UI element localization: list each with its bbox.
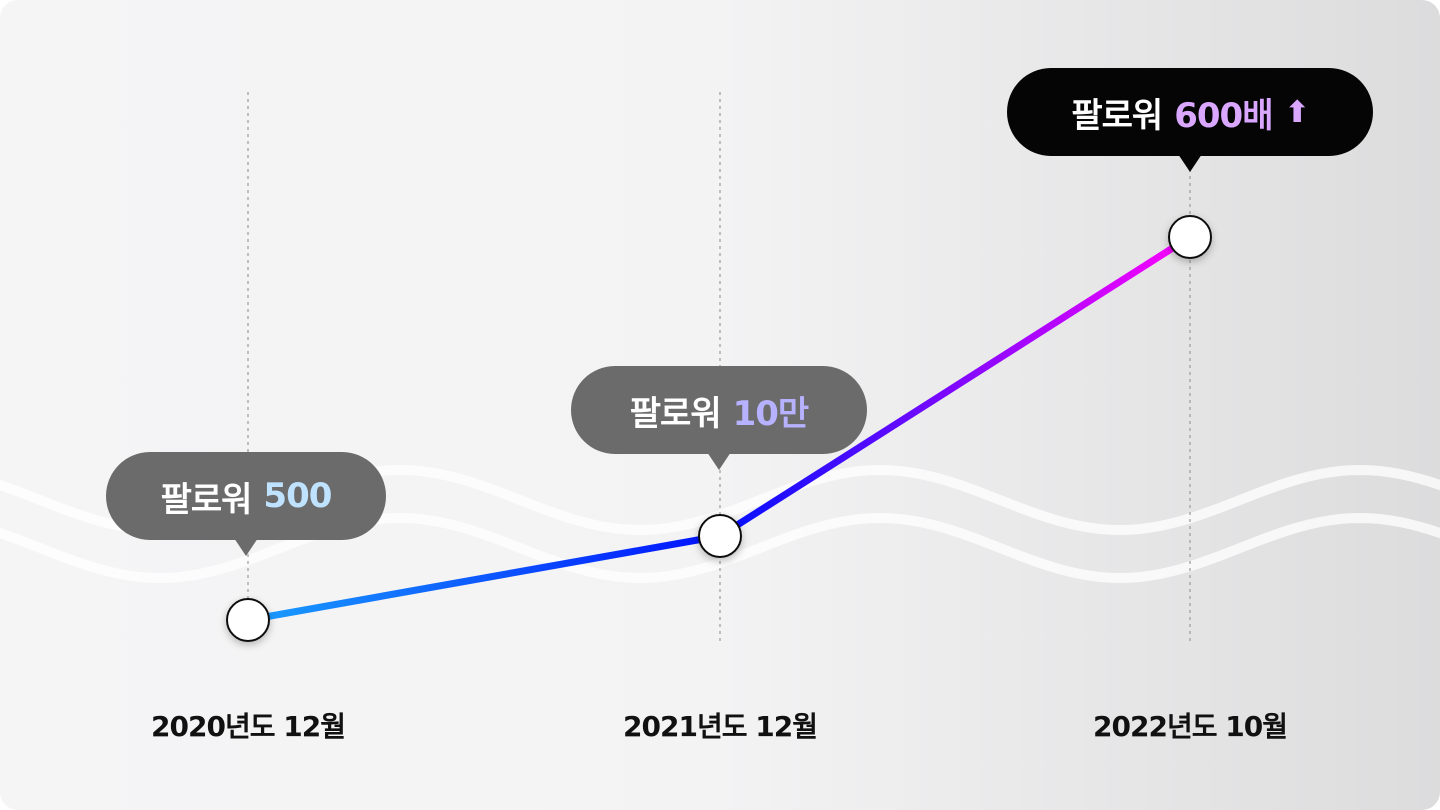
annotation-prefix: 팔로워 <box>629 393 722 434</box>
annotation-prefix: 팔로워 <box>160 479 253 520</box>
annotation-value: 10만 <box>732 393 810 434</box>
up-arrow-icon: ⬆ <box>1284 94 1309 130</box>
data-point <box>698 514 742 558</box>
series-line <box>244 233 1194 624</box>
annotation-value: 600배 <box>1174 95 1273 136</box>
annotation-bubble: 팔로워 10만 <box>571 366 867 470</box>
x-tick-label: 2020년도 12월 <box>151 710 346 743</box>
annotation-value: 500 <box>263 476 332 516</box>
x-tick-label: 2022년도 10월 <box>1093 710 1288 743</box>
series-segment <box>244 532 724 624</box>
annotation-bubble: 팔로워 500 <box>106 452 386 556</box>
data-point <box>1168 215 1212 259</box>
annotation-prefix: 팔로워 <box>1071 95 1163 136</box>
background-wave <box>0 512 1440 584</box>
annotation-bubble: 팔로워 600배 ⬆ <box>1007 68 1373 172</box>
data-points <box>226 215 1212 642</box>
x-tick-label: 2021년도 12월 <box>623 710 818 743</box>
series-segment <box>716 233 1194 540</box>
data-point <box>226 598 270 642</box>
vertical-guides <box>247 92 1191 645</box>
